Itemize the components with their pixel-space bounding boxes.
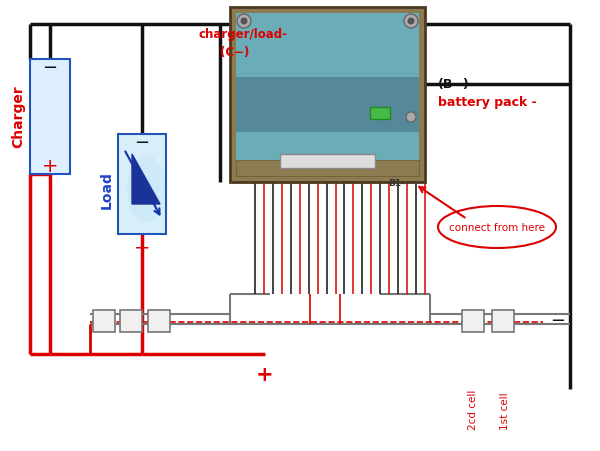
Ellipse shape [438,207,556,249]
Bar [280,155,375,169]
Text: (B−): (B−) [438,78,470,91]
Text: 2cd cell: 2cd cell [468,389,478,429]
Text: −: − [43,59,58,77]
Text: +: + [134,239,150,258]
Text: (C−): (C−) [220,46,250,59]
Text: charger/load-: charger/load- [198,28,287,41]
Bar [462,310,484,332]
Text: battery pack -: battery pack - [438,96,537,109]
Bar [492,310,514,332]
Circle shape [237,15,251,29]
Text: B1-: B1- [389,179,406,188]
Bar [148,310,170,332]
Text: −: − [134,133,149,152]
Bar [120,310,142,332]
Bar [236,78,419,133]
Text: +: + [256,364,274,384]
Polygon shape [132,155,160,205]
Text: connect from here: connect from here [449,222,545,232]
Circle shape [407,18,415,25]
Text: +: + [42,157,58,176]
Text: Charger: Charger [11,85,25,148]
Circle shape [406,113,416,123]
Bar [93,310,115,332]
Ellipse shape [127,156,165,224]
Bar [236,161,419,177]
Bar [370,108,390,120]
Bar [30,60,70,175]
Bar [230,8,425,183]
Circle shape [404,15,418,29]
Text: Load: Load [100,170,114,208]
Text: 1st cell: 1st cell [500,391,510,429]
Circle shape [241,18,248,25]
Bar [236,14,419,166]
Bar [118,135,166,235]
Text: −: − [550,311,566,329]
